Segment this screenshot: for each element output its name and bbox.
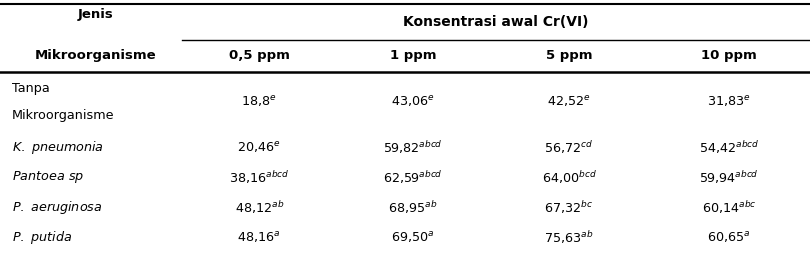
Text: 5 ppm: 5 ppm xyxy=(546,49,592,62)
Text: 68,95$^{ab}$: 68,95$^{ab}$ xyxy=(389,199,437,216)
Text: 43,06$^{e}$: 43,06$^{e}$ xyxy=(391,94,435,109)
Text: 31,83$^{e}$: 31,83$^{e}$ xyxy=(707,94,751,109)
Text: $\it{Pantoea\ sp}$: $\it{Pantoea\ sp}$ xyxy=(12,169,84,185)
Text: 67,32$^{bc}$: 67,32$^{bc}$ xyxy=(544,199,594,216)
Text: 60,65$^{a}$: 60,65$^{a}$ xyxy=(707,230,751,245)
Text: $\it{K.\ pneumonia}$: $\it{K.\ pneumonia}$ xyxy=(12,139,104,156)
Text: Konsentrasi awal Cr(VI): Konsentrasi awal Cr(VI) xyxy=(403,15,589,29)
Text: 54,42$^{abcd}$: 54,42$^{abcd}$ xyxy=(699,139,759,156)
Text: 62,59$^{abcd}$: 62,59$^{abcd}$ xyxy=(383,169,443,186)
Text: 59,94$^{abcd}$: 59,94$^{abcd}$ xyxy=(699,169,759,186)
Text: 64,00$^{bcd}$: 64,00$^{bcd}$ xyxy=(542,169,596,186)
Text: 60,14$^{abc}$: 60,14$^{abc}$ xyxy=(701,199,757,216)
Text: 48,16$^{a}$: 48,16$^{a}$ xyxy=(237,230,281,245)
Text: 38,16$^{abcd}$: 38,16$^{abcd}$ xyxy=(229,169,289,186)
Text: $\it{P.\ aeruginosa}$: $\it{P.\ aeruginosa}$ xyxy=(12,199,103,216)
Text: 59,82$^{abcd}$: 59,82$^{abcd}$ xyxy=(383,139,443,156)
Text: 69,50$^{a}$: 69,50$^{a}$ xyxy=(391,230,435,245)
Text: $\it{P.\ putida}$: $\it{P.\ putida}$ xyxy=(12,229,72,246)
Text: 10 ppm: 10 ppm xyxy=(701,49,757,62)
Text: Tanpa: Tanpa xyxy=(12,82,50,95)
Text: 56,72$^{cd}$: 56,72$^{cd}$ xyxy=(544,139,594,156)
Text: Mikroorganisme: Mikroorganisme xyxy=(34,49,156,62)
Text: 48,12$^{ab}$: 48,12$^{ab}$ xyxy=(235,199,284,216)
Text: 42,52$^{e}$: 42,52$^{e}$ xyxy=(547,94,591,109)
Text: 18,8$^{e}$: 18,8$^{e}$ xyxy=(241,94,277,109)
Text: Mikroorganisme: Mikroorganisme xyxy=(12,109,115,122)
Text: Jenis: Jenis xyxy=(77,8,113,20)
Text: 1 ppm: 1 ppm xyxy=(390,49,437,62)
Text: 0,5 ppm: 0,5 ppm xyxy=(228,49,290,62)
Text: 20,46$^{e}$: 20,46$^{e}$ xyxy=(237,140,281,155)
Text: 75,63$^{ab}$: 75,63$^{ab}$ xyxy=(544,229,594,246)
